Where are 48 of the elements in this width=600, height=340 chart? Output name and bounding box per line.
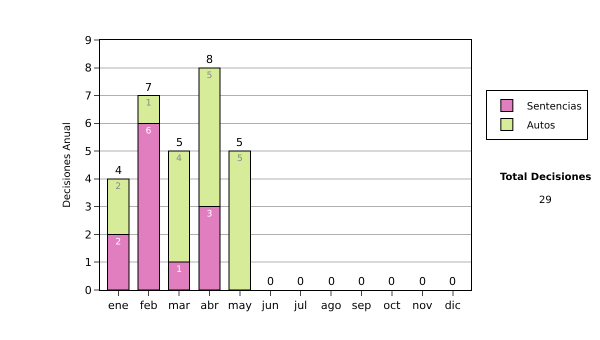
total-label: 0 [297, 275, 304, 288]
total-label: 0 [267, 275, 274, 288]
x-tick-label: ene [108, 299, 129, 312]
y-tick-label: 4 [84, 172, 92, 186]
total-label: 0 [358, 275, 365, 288]
y-tick-label: 3 [84, 200, 92, 214]
data-label: 5 [237, 154, 243, 164]
x-tick-label: oct [383, 299, 402, 312]
total-label: 0 [449, 275, 456, 288]
total-label: 0 [388, 275, 395, 288]
text: 29 [539, 195, 552, 206]
y-tick-label: 5 [84, 144, 92, 158]
x-tick-label: jul [293, 299, 308, 312]
y-tick-label: 8 [84, 62, 92, 75]
total-label: 4 [115, 164, 122, 177]
y-tick-label: 7 [84, 89, 92, 102]
total-label: 8 [206, 53, 213, 66]
legend-label: Autos [526, 120, 556, 132]
x-tick-label: mar [168, 299, 191, 312]
total-label: 5 [236, 136, 243, 149]
data-label: 4 [176, 154, 182, 164]
x-tick-label: jun [260, 299, 279, 312]
y-tick-label: 0 [84, 284, 92, 297]
y-tick-label: 2 [84, 228, 92, 242]
x-tick-label: sep [352, 299, 372, 312]
data-label: 6 [146, 126, 152, 136]
y-tick-label: 1 [84, 256, 92, 270]
total-label: 7 [145, 81, 152, 94]
x-tick-label: ago [320, 299, 342, 312]
x-tick-label: nov [412, 299, 433, 312]
x-tick-label: may [228, 299, 252, 312]
x-tick-label: feb [140, 299, 158, 312]
y-tick-label: 6 [84, 117, 92, 130]
x-tick-label: dic [444, 299, 461, 312]
legend-label: Sentencias [526, 101, 582, 112]
data-label: 3 [206, 210, 212, 220]
y-tick-label: 9 [84, 34, 92, 47]
data-label: 1 [176, 265, 182, 276]
data-label: 5 [206, 70, 212, 81]
total-label: 0 [328, 275, 335, 288]
data-label: 2 [115, 237, 122, 248]
total-label: 5 [176, 136, 183, 149]
data-label: 1 [146, 98, 152, 109]
data-label: 2 [115, 182, 122, 192]
y-axis-title: Decisiones Anual [62, 122, 73, 208]
x-tick-label: abr [200, 299, 220, 312]
total-label: 0 [419, 275, 426, 288]
text: Total Decisiones [500, 172, 592, 183]
